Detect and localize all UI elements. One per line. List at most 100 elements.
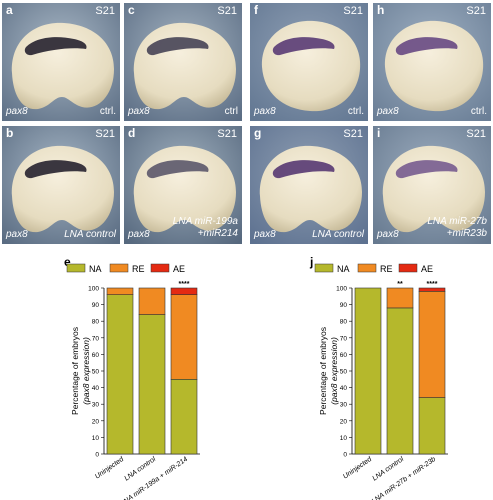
y-tick-label: 0 [343, 452, 347, 459]
condition-label: ctrl. [470, 106, 487, 117]
legend-swatch [357, 263, 377, 273]
y-tick-label: 80 [92, 319, 100, 326]
y-tick-label: 80 [340, 319, 348, 326]
legend-swatch [66, 263, 86, 273]
legend-label: AE [421, 264, 433, 274]
bar-segment-na [386, 307, 414, 455]
condition-label: ctrl. [99, 106, 116, 117]
gene-label: pax8 [128, 229, 150, 240]
embryo-panel: h S21 pax8 ctrl. [373, 3, 491, 121]
panel-letter: f [254, 3, 258, 17]
y-label-line-1: Percentage of embryos [318, 327, 328, 415]
y-tick-label: 70 [92, 335, 100, 342]
y-axis-label: Percentage of embryos (pax8 expression) [70, 327, 91, 415]
legend-label: RE [380, 264, 393, 274]
condition-line-1: LNA miR-199a [172, 216, 238, 227]
y-tick-label: 30 [340, 402, 348, 409]
significance-mark: ** [397, 281, 403, 288]
bar-segment-na [418, 397, 446, 455]
panel-letter: g [254, 126, 262, 140]
condition-line-2: +miR23b [446, 228, 487, 239]
y-axis-label: Percentage of embryos (pax8 expression) [318, 327, 339, 415]
gene-label: pax8 [377, 229, 399, 240]
condition-label: ctrl. [347, 106, 364, 117]
stage-label: S21 [466, 5, 486, 17]
y-tick-label: 90 [340, 302, 348, 309]
panel-letter: d [128, 126, 136, 140]
y-tick-label: 10 [92, 435, 100, 442]
stage-label: S21 [217, 5, 237, 17]
y-label-line-2: (pax8 expression) [329, 337, 339, 405]
panel-letter: b [6, 126, 14, 140]
stage-label: S21 [95, 5, 115, 17]
chart-letter: j [310, 255, 314, 269]
bar-segment-re [386, 287, 414, 309]
legend-label: AE [173, 264, 185, 274]
category-label: Uninjected [94, 455, 126, 480]
category-label: Uninjected [342, 455, 374, 480]
y-label-line-2: (pax8 expression) [81, 337, 91, 405]
chart-e: e NA RE AE 0 10 20 30 40 50 60 70 80 90 100 Percentage… [0, 255, 245, 500]
condition-label: LNA control [64, 229, 116, 240]
stage-label: S21 [217, 128, 237, 140]
embryo-panel: a S21 pax8 ctrl. [2, 3, 120, 121]
significance-mark: **** [179, 281, 190, 288]
bar-segment-ae [170, 287, 198, 295]
gene-label: pax8 [377, 106, 399, 117]
embryo-panel: b S21 pax8 LNA control [2, 126, 120, 244]
bar-segment-re [138, 287, 166, 315]
condition-line-2: +miR214 [197, 228, 238, 239]
y-tick-label: 90 [92, 302, 100, 309]
condition-label: LNA control [312, 229, 364, 240]
y-tick-label: 0 [95, 452, 99, 459]
embryo-panel: f S21 pax8 ctrl. [250, 3, 368, 121]
y-tick-label: 50 [92, 369, 100, 376]
legend-swatch [150, 263, 170, 273]
embryo-panel: i S21 pax8 LNA miR-27b +miR23b [373, 126, 491, 244]
y-label-line-1: Percentage of embryos [70, 327, 80, 415]
y-tick-label: 60 [92, 352, 100, 359]
bar-segment-na [170, 379, 198, 455]
y-tick-label: 20 [340, 418, 348, 425]
condition-label: LNA miR-27b +miR23b [427, 216, 487, 240]
gene-label: pax8 [254, 106, 276, 117]
bar-segment-re [106, 287, 134, 295]
y-tick-label: 20 [92, 418, 100, 425]
legend-label: NA [89, 264, 102, 274]
y-tick-label: 40 [92, 385, 100, 392]
embryo-panel: d S21 pax8 LNA miR-199a +miR214 [124, 126, 242, 244]
condition-line-1: LNA miR-27b [427, 216, 487, 227]
gene-label: pax8 [128, 106, 150, 117]
embryo-panel: c S21 pax8 ctrl [124, 3, 242, 121]
gene-label: pax8 [6, 229, 28, 240]
bar-segment-na [106, 294, 134, 455]
stage-label: S21 [95, 128, 115, 140]
y-tick-label: 50 [340, 369, 348, 376]
gene-label: pax8 [254, 229, 276, 240]
chart-j-svg: NA RE AE 0 10 20 30 40 50 60 70 80 90 100 Percentage o… [314, 263, 448, 500]
stage-label: S21 [343, 5, 363, 17]
y-tick-label: 100 [88, 286, 99, 293]
y-tick-label: 10 [340, 435, 348, 442]
panel-letter: h [377, 3, 385, 17]
embryo-panel: g S21 pax8 LNA control [250, 126, 368, 244]
chart-e-svg: NA RE AE 0 10 20 30 40 50 60 70 80 90 100 Percentage o… [66, 263, 200, 500]
legend-swatch [398, 263, 418, 273]
stage-label: S21 [466, 128, 486, 140]
y-tick-label: 70 [340, 335, 348, 342]
y-tick-label: 40 [340, 385, 348, 392]
significance-mark: **** [427, 281, 438, 288]
panel-letter: c [128, 3, 135, 17]
panel-letter: i [377, 126, 381, 140]
legend-label: RE [132, 264, 145, 274]
legend-swatch [314, 263, 334, 273]
gene-label: pax8 [6, 106, 28, 117]
y-tick-label: 100 [336, 286, 347, 293]
bar-segment-re [418, 291, 446, 398]
y-tick-label: 30 [92, 402, 100, 409]
legend-swatch [109, 263, 129, 273]
bar-segment-na [354, 287, 382, 455]
legend-label: NA [337, 264, 350, 274]
y-tick-label: 60 [340, 352, 348, 359]
bar-segment-re [170, 294, 198, 380]
